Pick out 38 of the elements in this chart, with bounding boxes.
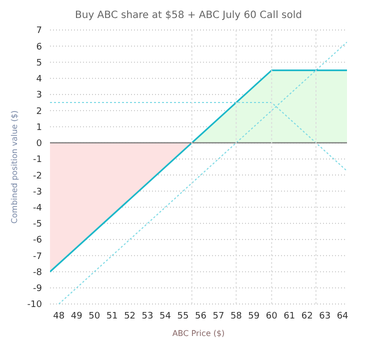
- y-tick-label: -3: [33, 187, 42, 198]
- x-axis-title: ABC Price ($): [172, 329, 225, 338]
- y-tick-label: -4: [33, 203, 42, 214]
- y-tick-label: -1: [33, 155, 42, 166]
- x-tick-label: 52: [124, 311, 136, 322]
- x-tick-label: 58: [230, 311, 242, 322]
- y-tick-label: -7: [33, 252, 42, 262]
- x-tick-label: 51: [106, 311, 118, 322]
- y-tick-label: 3: [36, 90, 42, 101]
- y-tick-label: 2: [36, 106, 42, 117]
- x-tick-label: 60: [266, 311, 278, 322]
- y-tick-label: -2: [33, 171, 42, 182]
- y-tick-label: 0: [36, 139, 42, 150]
- x-tick-label: 48: [53, 311, 65, 322]
- x-tick-label: 50: [88, 311, 100, 322]
- chart-title: Buy ABC share at $58 + ABC July 60 Call sold: [74, 9, 303, 23]
- y-tick-label: -10: [27, 300, 42, 310]
- y-tick-label: -9: [33, 284, 42, 294]
- x-tick-label: 56: [194, 311, 207, 322]
- x-tick-label: 63: [319, 311, 331, 322]
- y-tick-label: 7: [36, 26, 42, 36]
- y-tick-label: -6: [33, 236, 42, 246]
- x-tick-label: 57: [212, 311, 224, 322]
- x-tick-label: 49: [70, 311, 83, 322]
- y-tick-label: -5: [33, 220, 42, 230]
- x-tick-label: 53: [142, 311, 154, 322]
- y-tick-label: 4: [36, 74, 42, 85]
- x-tick-label: 55: [177, 311, 189, 322]
- y-tick-label: 5: [36, 58, 42, 68]
- x-tick-label: 64: [336, 311, 349, 322]
- x-tick-label: 61: [284, 311, 296, 322]
- x-tick-label: 54: [160, 311, 172, 322]
- y-axis-title: Combined position value ($): [10, 110, 19, 224]
- x-tick-label: 62: [301, 311, 313, 322]
- y-tick-label: 1: [36, 122, 42, 133]
- y-tick-label: -8: [33, 268, 42, 278]
- x-tick-label: 59: [248, 311, 260, 322]
- y-tick-label: 6: [36, 42, 42, 52]
